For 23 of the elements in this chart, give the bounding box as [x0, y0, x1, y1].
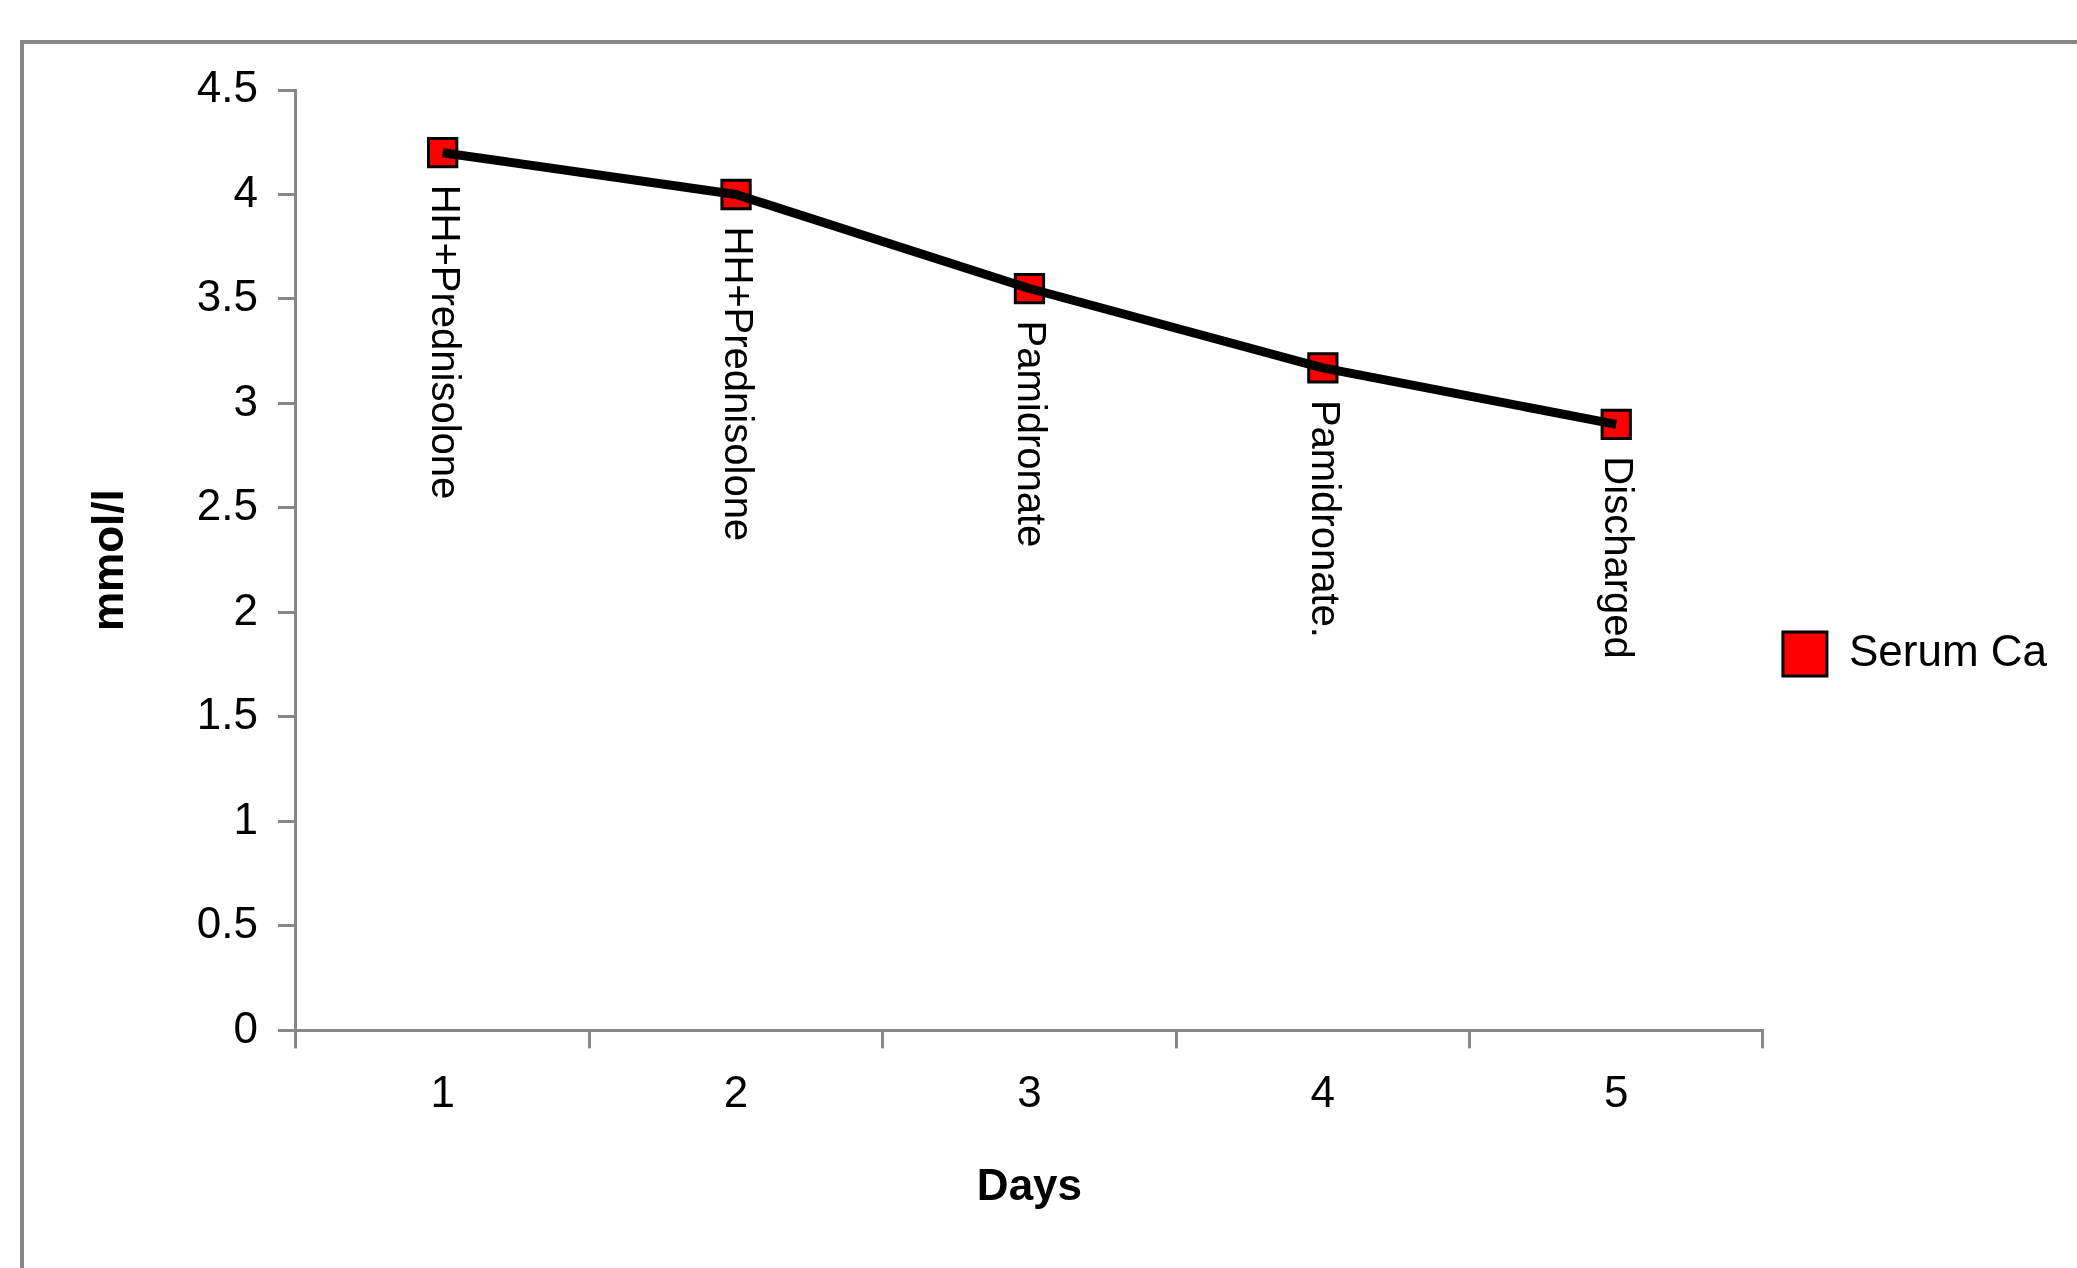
y-tick-label: 0 [233, 1002, 258, 1052]
x-tick-label: 4 [1310, 1066, 1336, 1116]
y-tick-label: 2.5 [196, 480, 258, 530]
x-tick-label: 1 [430, 1066, 455, 1116]
y-axis-title: mmol/l [82, 489, 132, 632]
x-tick-label: 2 [723, 1066, 749, 1116]
annotation: Pamidronate [1010, 320, 1055, 548]
y-tick-label: 4.5 [196, 62, 258, 112]
legend-label: Serum Ca [1848, 626, 2048, 676]
y-tick-label: 4 [233, 166, 258, 216]
x-tick-label: 5 [1604, 1066, 1629, 1116]
y-tick-label: 1 [233, 793, 258, 843]
annotation: Discharged [1597, 456, 1642, 659]
x-axis-title: Days [976, 1159, 1083, 1209]
y-tick-label: 3 [233, 375, 258, 425]
annotation: HH+Prednisolone [717, 226, 762, 542]
annotation: Pamidronate. [1303, 399, 1348, 638]
y-tick-label: 0.5 [196, 898, 258, 948]
y-tick-label: 2 [233, 584, 258, 634]
x-tick-label: 3 [1017, 1066, 1042, 1116]
y-tick-label: 1.5 [196, 689, 258, 739]
y-tick-label: 3.5 [196, 271, 258, 321]
annotation: HH+Prednisolone [423, 184, 468, 500]
